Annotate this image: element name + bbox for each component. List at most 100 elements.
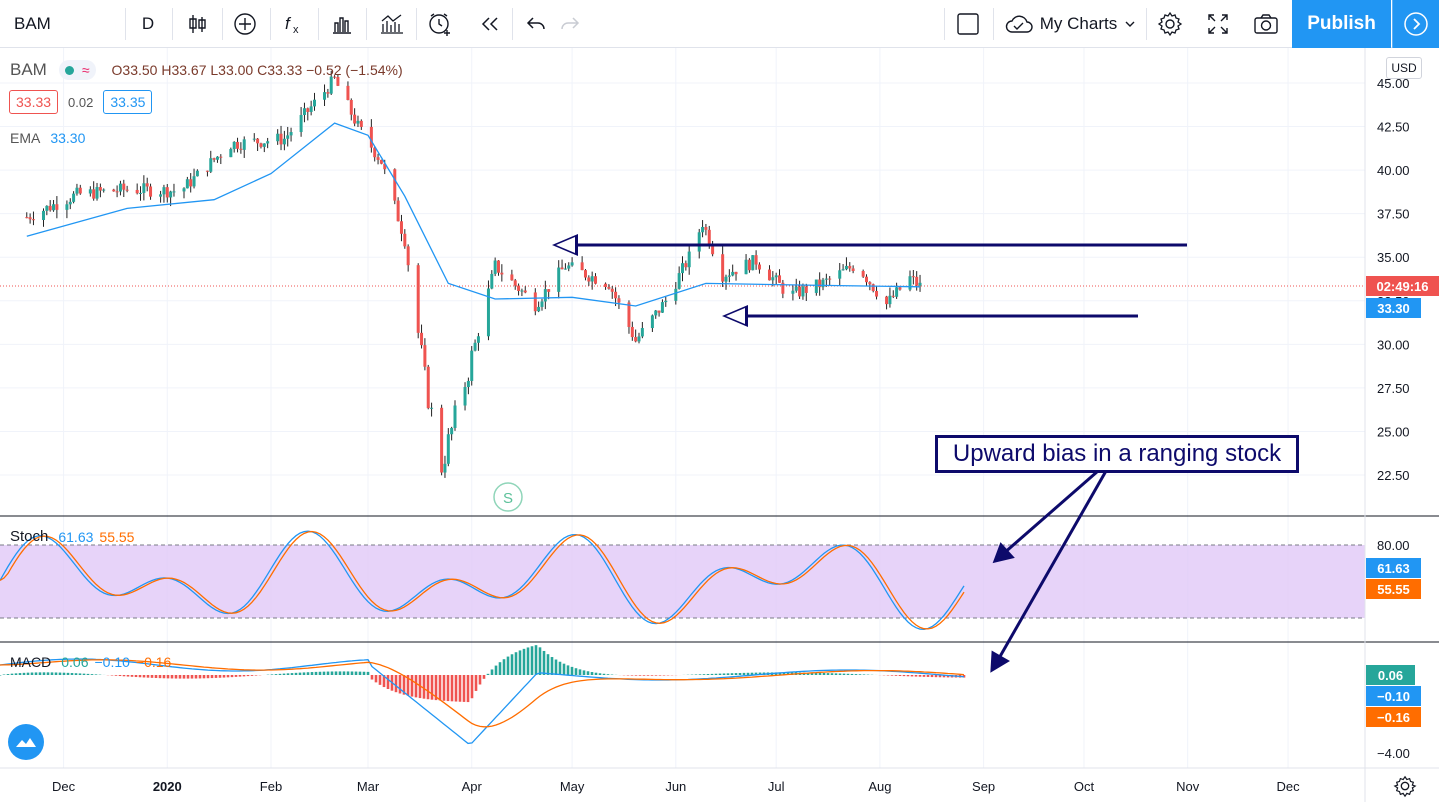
chart-area[interactable]: S 45.0042.5040.0037.5035.0032.5030.0027.… — [0, 48, 1439, 802]
macd-bar — [6, 674, 10, 675]
candle — [239, 142, 243, 154]
split-marker[interactable]: S — [493, 482, 523, 512]
candle — [724, 274, 728, 290]
candle — [794, 278, 798, 293]
macd-bar — [90, 674, 94, 675]
currency-button[interactable]: USD — [1386, 57, 1422, 79]
candle — [681, 256, 684, 282]
candle — [517, 283, 521, 296]
candle — [875, 285, 879, 300]
time-axis[interactable]: Dec 2020 Feb Mar Apr May Jun Jul Aug Sep Oct Nov Dec — [52, 779, 1300, 794]
ask-price[interactable]: 33.35 — [103, 90, 153, 114]
macd-bar — [730, 673, 734, 675]
candle — [149, 183, 153, 200]
candle — [450, 426, 454, 441]
candle — [416, 263, 420, 339]
gridlines — [0, 48, 1365, 768]
axis-settings-gear-icon[interactable] — [1393, 774, 1417, 798]
svg-text:f: f — [285, 14, 292, 33]
alert-clock-icon[interactable] — [418, 0, 462, 48]
ema-tag-value: 33.30 — [1377, 300, 1410, 316]
macd-tag-value: 0.06 — [1377, 667, 1404, 683]
price-tick-label: 35.00 — [1377, 250, 1410, 265]
stoch-legend[interactable]: Stoch 61.63 55.55 — [10, 528, 134, 545]
stoch-d-tag: 55.55 — [1366, 579, 1421, 599]
bar-style-icon[interactable] — [176, 0, 220, 48]
candle — [420, 324, 424, 349]
macd-bar — [134, 675, 138, 678]
macd-bar — [450, 675, 454, 702]
candle — [353, 108, 357, 127]
macd-bar — [374, 675, 378, 683]
resistance-arrow[interactable] — [552, 234, 1187, 256]
snapshot-camera-icon[interactable] — [1244, 0, 1288, 48]
macd-bar — [830, 673, 834, 675]
macd-bar — [362, 671, 366, 675]
macd-bar — [314, 671, 318, 675]
settings-gear-icon[interactable] — [1148, 0, 1192, 48]
macd-bar — [386, 675, 390, 689]
macd-bar — [898, 675, 902, 676]
replay-icon[interactable] — [468, 0, 512, 48]
compare-add-icon[interactable] — [223, 0, 267, 48]
chart-canvas[interactable]: S 45.0042.5040.0037.5035.0032.5030.0027.… — [0, 48, 1439, 802]
candle — [895, 282, 899, 299]
financials-icon[interactable] — [320, 0, 364, 48]
candle — [162, 184, 166, 203]
candle — [490, 270, 494, 290]
candle — [326, 88, 330, 98]
macd-bar — [570, 666, 574, 675]
candle — [801, 283, 805, 300]
candle — [453, 400, 457, 431]
candle — [757, 262, 761, 274]
candle — [423, 338, 427, 371]
candle — [75, 183, 79, 196]
macd-bar — [942, 675, 946, 678]
macd-bar — [422, 675, 426, 699]
price-tick-label: 22.50 — [1377, 468, 1410, 483]
candle — [567, 262, 571, 272]
annotation-box[interactable]: Upward bias in a ranging stock — [935, 435, 1299, 473]
candle — [513, 278, 517, 290]
interval-button[interactable]: D — [126, 0, 170, 48]
macd-bar — [478, 675, 482, 685]
candle — [473, 339, 477, 352]
market-status-badge[interactable]: ≈ — [58, 60, 96, 80]
symbol-search-button[interactable]: BAM — [0, 0, 125, 48]
undo-icon[interactable] — [514, 0, 558, 48]
price-axis[interactable]: 45.0042.5040.0037.5035.0032.5030.0027.50… — [1377, 76, 1410, 761]
candle — [92, 181, 96, 201]
bid-price[interactable]: 33.33 — [9, 90, 59, 114]
macd-legend[interactable]: MACD 0.06 −0.10 −0.16 — [10, 654, 171, 670]
macd-bar — [726, 673, 730, 675]
ema-legend[interactable]: EMA 33.30 — [10, 130, 85, 146]
fullscreen-icon[interactable] — [1196, 0, 1240, 48]
macd-bar — [834, 673, 838, 675]
macd-bar — [290, 673, 294, 675]
tradingview-logo-icon[interactable] — [8, 724, 44, 760]
candle — [607, 284, 611, 290]
macd-tag: 0.06 — [1366, 665, 1415, 685]
symbol-label: BAM — [14, 14, 51, 33]
candle — [446, 428, 450, 467]
macd-bar — [598, 673, 602, 675]
candle — [684, 260, 688, 271]
macd-bar — [358, 671, 362, 675]
my-charts-button[interactable]: My Charts — [998, 0, 1143, 48]
macd-bar — [778, 672, 782, 675]
candle — [45, 205, 49, 216]
candle — [286, 126, 290, 147]
candle — [841, 264, 845, 271]
candle — [466, 377, 470, 395]
candle — [640, 322, 644, 339]
templates-icon[interactable] — [370, 0, 414, 48]
publish-video-button[interactable] — [1392, 0, 1439, 48]
support-arrow[interactable] — [722, 305, 1138, 327]
layout-square-icon[interactable] — [946, 0, 990, 48]
macd-bar — [62, 672, 66, 675]
candle — [851, 265, 855, 274]
candle — [915, 271, 919, 291]
redo-icon[interactable] — [548, 0, 592, 48]
publish-button[interactable]: Publish — [1292, 0, 1391, 48]
